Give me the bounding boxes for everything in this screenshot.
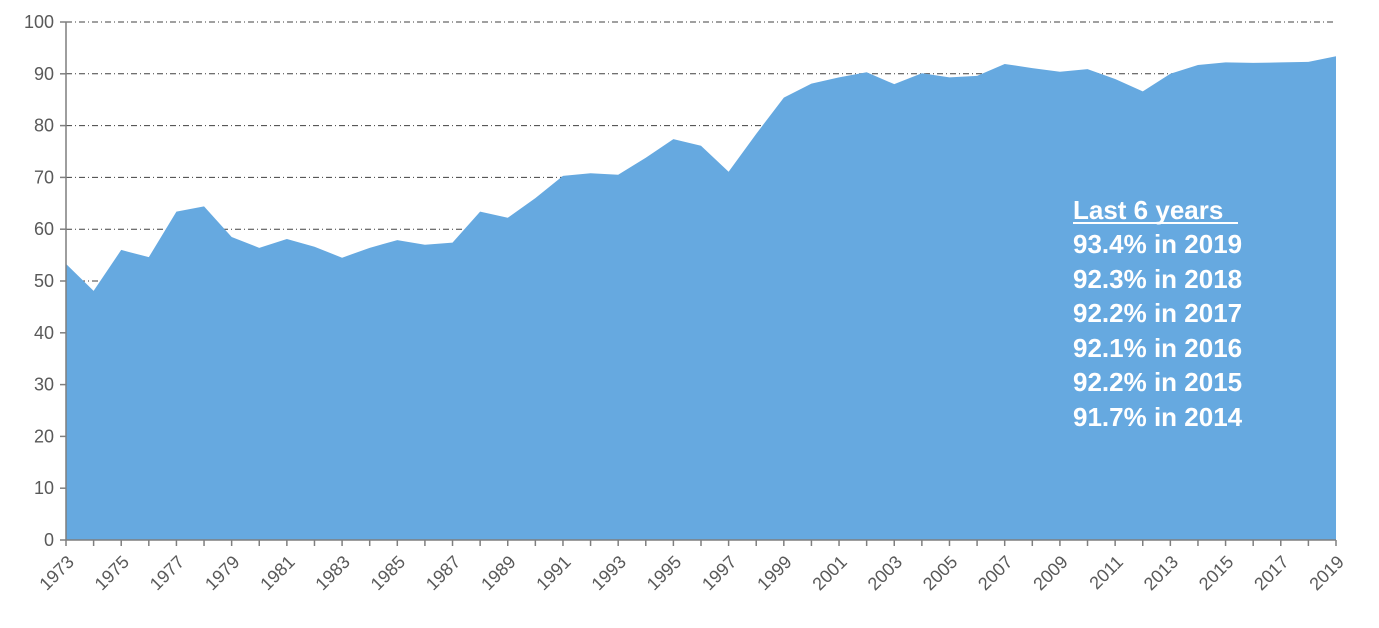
y-tick-label: 0 <box>44 530 54 550</box>
y-tick-label: 70 <box>34 167 54 187</box>
y-tick-label: 30 <box>34 375 54 395</box>
x-tick-label: 1999 <box>753 552 795 594</box>
x-tick-label: 1973 <box>35 552 77 594</box>
x-tick-label: 1981 <box>256 552 298 594</box>
y-tick-label: 50 <box>34 271 54 291</box>
annotation-box: Last 6 years 93.4% in 2019 92.3% in 2018… <box>1073 195 1243 432</box>
annotation-line: 92.2% in 2017 <box>1073 298 1242 328</box>
x-tick-label: 1993 <box>588 552 630 594</box>
x-tick-label: 2005 <box>919 552 961 594</box>
x-tick-label: 1977 <box>146 552 188 594</box>
annotation-line: 92.2% in 2015 <box>1073 367 1242 397</box>
y-tick-label: 60 <box>34 219 54 239</box>
x-tick-label: 2013 <box>1140 552 1182 594</box>
x-tick-label: 2011 <box>1085 552 1127 594</box>
annotation-line: 92.1% in 2016 <box>1073 333 1242 363</box>
x-tick-label: 1995 <box>643 552 685 594</box>
y-tick-label: 40 <box>34 323 54 343</box>
series-area <box>66 56 1336 541</box>
annotation-line: 93.4% in 2019 <box>1073 229 1242 259</box>
y-tick-label: 80 <box>34 116 54 136</box>
x-tick-label: 2009 <box>1029 552 1071 594</box>
y-axis-ticks: 0 10 20 30 40 50 60 70 80 90 100 <box>24 12 66 550</box>
annotation-line: 91.7% in 2014 <box>1073 402 1243 432</box>
x-tick-label: 2015 <box>1195 552 1237 594</box>
annotation-heading: Last 6 years <box>1073 195 1223 225</box>
x-tick-label: 1989 <box>477 552 519 594</box>
x-tick-label: 1997 <box>698 552 740 594</box>
x-axis-ticks: 1973 1975 1977 1979 1981 1983 1985 1987 1989 1991… <box>35 540 1348 594</box>
x-tick-label: 1987 <box>422 552 464 594</box>
x-tick-label: 2019 <box>1305 552 1347 594</box>
x-tick-label: 1983 <box>312 552 354 594</box>
x-tick-label: 1975 <box>91 552 133 594</box>
y-tick-label: 90 <box>34 64 54 84</box>
y-tick-label: 20 <box>34 426 54 446</box>
x-tick-label: 2007 <box>974 552 1016 594</box>
y-tick-label: 10 <box>34 478 54 498</box>
annotation-line: 92.3% in 2018 <box>1073 264 1242 294</box>
x-tick-label: 1979 <box>201 552 243 594</box>
x-tick-label: 2003 <box>864 552 906 594</box>
y-tick-label: 100 <box>24 12 54 32</box>
x-tick-label: 1985 <box>367 552 409 594</box>
x-tick-label: 2017 <box>1250 552 1292 594</box>
x-tick-label: 1991 <box>532 552 574 594</box>
x-tick-label: 2001 <box>808 552 850 594</box>
